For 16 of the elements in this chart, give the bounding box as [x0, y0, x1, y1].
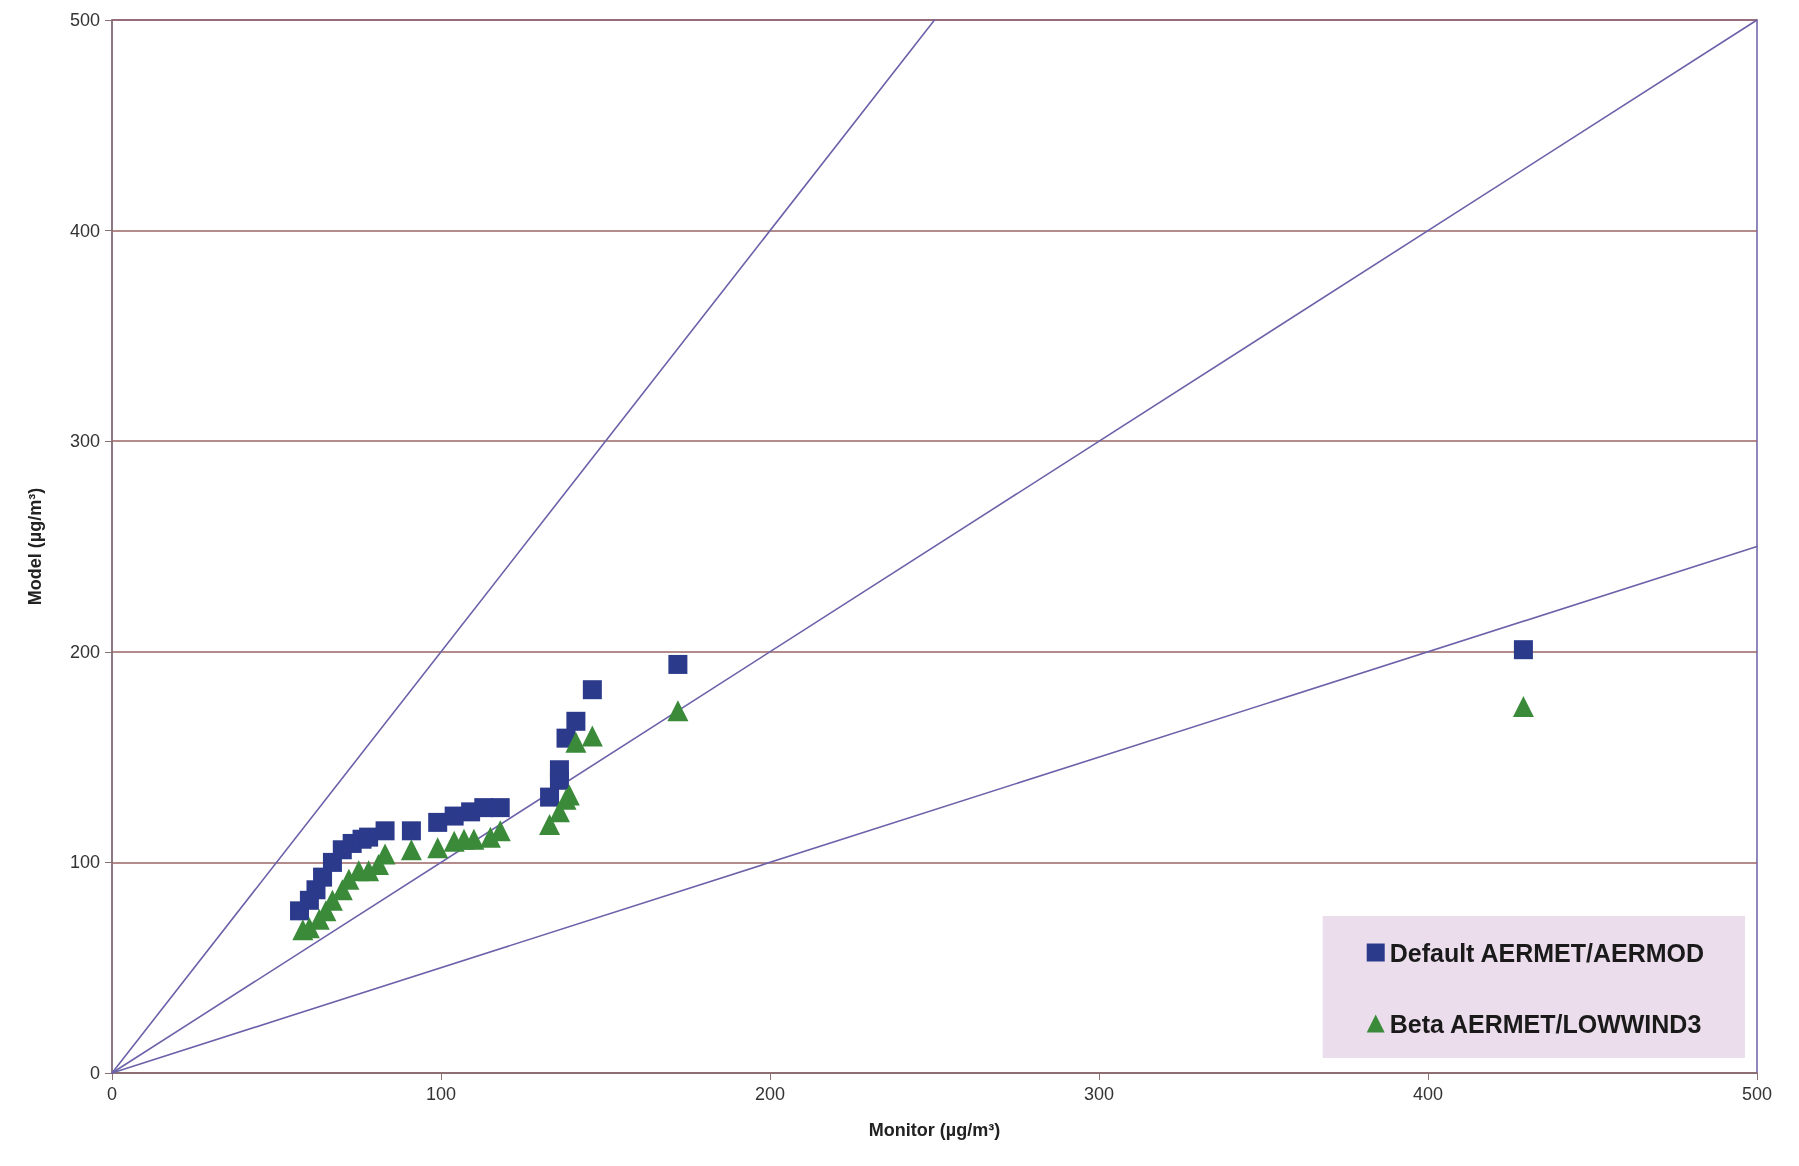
y-tick-label: 0 [89, 1063, 100, 1083]
x-tick-label: 500 [1741, 1084, 1773, 1104]
x-tick-label: 400 [1412, 1084, 1444, 1104]
x-tick-label: 0 [106, 1084, 118, 1104]
x-tick-label: 100 [425, 1084, 457, 1104]
legend-label: Default AERMET/AERMOD [1389, 938, 1705, 967]
y-axis-title: Model (µg/m³) [25, 487, 45, 606]
y-tick-label: 400 [69, 220, 100, 241]
y-tick-label: 300 [69, 431, 100, 452]
x-tick-label: 300 [1083, 1084, 1115, 1104]
y-tick-label: 100 [69, 852, 100, 873]
y-tick-label: 200 [69, 641, 100, 662]
x-tick-label: 200 [754, 1084, 786, 1104]
x-axis-title: Monitor (µg/m³) [868, 1120, 1001, 1140]
y-tick-label: 500 [69, 10, 100, 30]
legend-label: Beta AERMET/LOWWIND3 [1389, 1009, 1702, 1038]
